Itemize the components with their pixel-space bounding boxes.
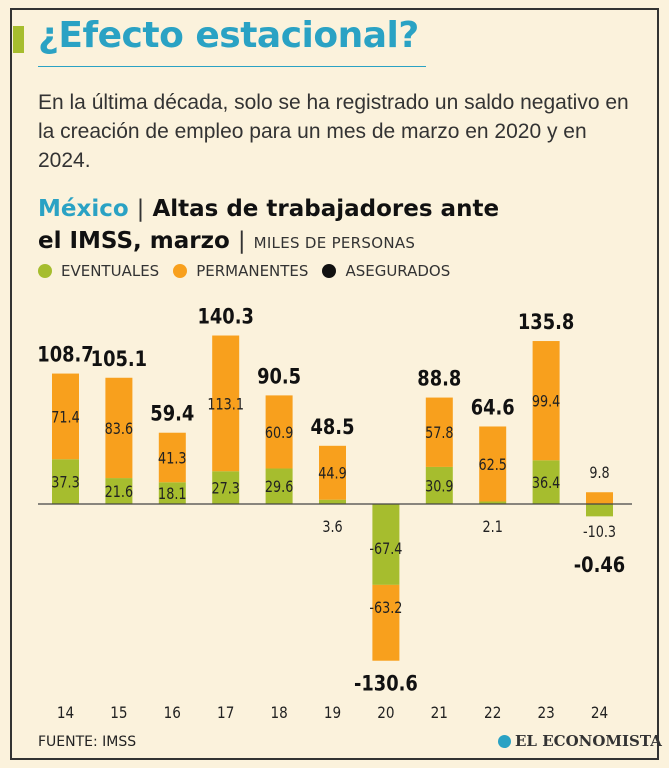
chart-heading-text2: el IMSS, marzo [38, 228, 230, 254]
x-tick-23: 23 [537, 704, 554, 722]
label-permanentes-24: 9.8 [589, 465, 609, 483]
bar-eventuales-23 [532, 460, 560, 504]
label-permanentes-17: 113.1 [207, 396, 244, 414]
bar-permanentes-18 [265, 395, 293, 469]
x-tick-24: 24 [591, 704, 608, 722]
brand-name: EL ECONOMISTA [515, 732, 662, 750]
label-permanentes-20: -63.2 [369, 600, 402, 618]
legend-label-asegurados: ASEGURADOS [345, 262, 451, 280]
legend-item-permanentes: PERMANENTES [173, 262, 308, 280]
bar-permanentes-23 [532, 341, 560, 461]
label-permanentes-16: 41.3 [158, 450, 186, 468]
bar-eventuales-15 [105, 478, 133, 504]
label-eventuales-20: -67.4 [369, 541, 402, 559]
bar-permanentes-24 [586, 492, 613, 504]
x-tick-17: 17 [217, 704, 234, 722]
label-total-14: 108.7 [37, 342, 93, 367]
label-eventuales-21: 30.9 [425, 478, 453, 496]
bar-permanentes-20 [372, 584, 400, 661]
bar-permanentes-21 [425, 397, 453, 467]
brand-mark-icon [498, 734, 511, 748]
bar-permanentes-16 [158, 432, 186, 483]
label-permanentes-18: 60.9 [265, 425, 293, 443]
page-subtitle: En la última década, solo se ha registra… [38, 91, 629, 172]
label-total-22: 64.6 [471, 395, 515, 420]
legend-dot-asegurados [322, 264, 337, 278]
label-eventuales-23: 36.4 [532, 475, 560, 493]
label-eventuales-14: 37.3 [51, 474, 79, 492]
bar-eventuales-19 [319, 499, 346, 504]
bar-eventuales-24 [586, 504, 613, 517]
brand-logo: EL ECONOMISTA [498, 732, 662, 750]
label-total-16: 59.4 [150, 401, 194, 426]
title-underline [38, 66, 426, 67]
bar-eventuales-16 [158, 482, 186, 504]
x-tick-19: 19 [324, 704, 341, 722]
legend-dot-eventuales [38, 264, 52, 278]
label-permanentes-22: 62.5 [478, 457, 506, 475]
bar-eventuales-21 [425, 466, 453, 504]
heading-separator: | [136, 196, 145, 222]
units-separator: | [237, 228, 246, 254]
label-total-18: 90.5 [257, 364, 301, 389]
label-eventuales-18: 29.6 [265, 479, 293, 497]
label-total-19: 48.5 [310, 414, 354, 439]
label-eventuales-17: 27.3 [211, 480, 239, 498]
label-total-21: 88.8 [417, 366, 461, 391]
bar-permanentes-15 [105, 377, 133, 479]
bar-permanentes-14 [52, 373, 79, 460]
legend-item-asegurados: ASEGURADOS [322, 262, 450, 280]
title-accent-bar [13, 26, 24, 53]
bar-eventuales-20 [372, 504, 400, 585]
label-permanentes-19: 44.9 [318, 465, 346, 483]
label-total-17: 140.3 [197, 304, 253, 329]
label-permanentes-14: 71.4 [51, 409, 79, 427]
legend-item-eventuales: EVENTUALES [38, 262, 159, 280]
bar-permanentes-17 [212, 335, 240, 472]
source-note: FUENTE: IMSS [38, 734, 137, 750]
label-permanentes-21: 57.8 [425, 425, 453, 443]
bar-eventuales-18 [265, 468, 293, 504]
x-tick-15: 15 [110, 704, 127, 722]
chart-country: México [38, 196, 129, 222]
infographic-frame [10, 8, 659, 760]
label-permanentes-23: 99.4 [532, 393, 560, 411]
x-tick-18: 18 [270, 704, 287, 722]
label-eventuales-16: 18.1 [158, 486, 186, 504]
bar-eventuales-17 [212, 471, 240, 504]
legend-label-permanentes: PERMANENTES [196, 262, 309, 280]
x-tick-21: 21 [431, 704, 448, 722]
x-tick-20: 20 [377, 704, 394, 722]
x-tick-22: 22 [484, 704, 501, 722]
x-tick-16: 16 [164, 704, 181, 722]
label-total-20: -130.6 [354, 671, 418, 696]
bar-eventuales-22 [479, 501, 507, 504]
chart-heading-line1: México | Altas de trabajadores ante [38, 196, 499, 222]
legend-dot-permanentes [173, 264, 188, 278]
chart-legend: EVENTUALES PERMANENTES ASEGURADOS [38, 262, 464, 280]
label-permanentes-15: 83.6 [105, 421, 133, 439]
label-total-15: 105.1 [91, 346, 147, 371]
chart-units: MILES DE PERSONAS [253, 234, 416, 252]
label-eventuales-22: 2.1 [483, 519, 503, 537]
bar-eventuales-14 [52, 459, 79, 504]
label-total-24: -0.46 [574, 553, 625, 578]
legend-label-eventuales: EVENTUALES [61, 262, 160, 280]
chart-heading-text1: Altas de trabajadores ante [152, 196, 500, 222]
label-eventuales-19: 3.6 [322, 519, 342, 537]
bar-permanentes-19 [319, 445, 346, 500]
page-title: ¿Efecto estacional? [38, 15, 419, 56]
chart-heading-line2: el IMSS, marzo | MILES DE PERSONAS [38, 228, 415, 254]
label-eventuales-24: -10.3 [583, 524, 616, 542]
label-eventuales-15: 21.6 [105, 484, 133, 502]
bar-permanentes-22 [479, 426, 507, 502]
label-total-23: 135.8 [518, 310, 574, 335]
x-tick-14: 14 [57, 704, 74, 722]
